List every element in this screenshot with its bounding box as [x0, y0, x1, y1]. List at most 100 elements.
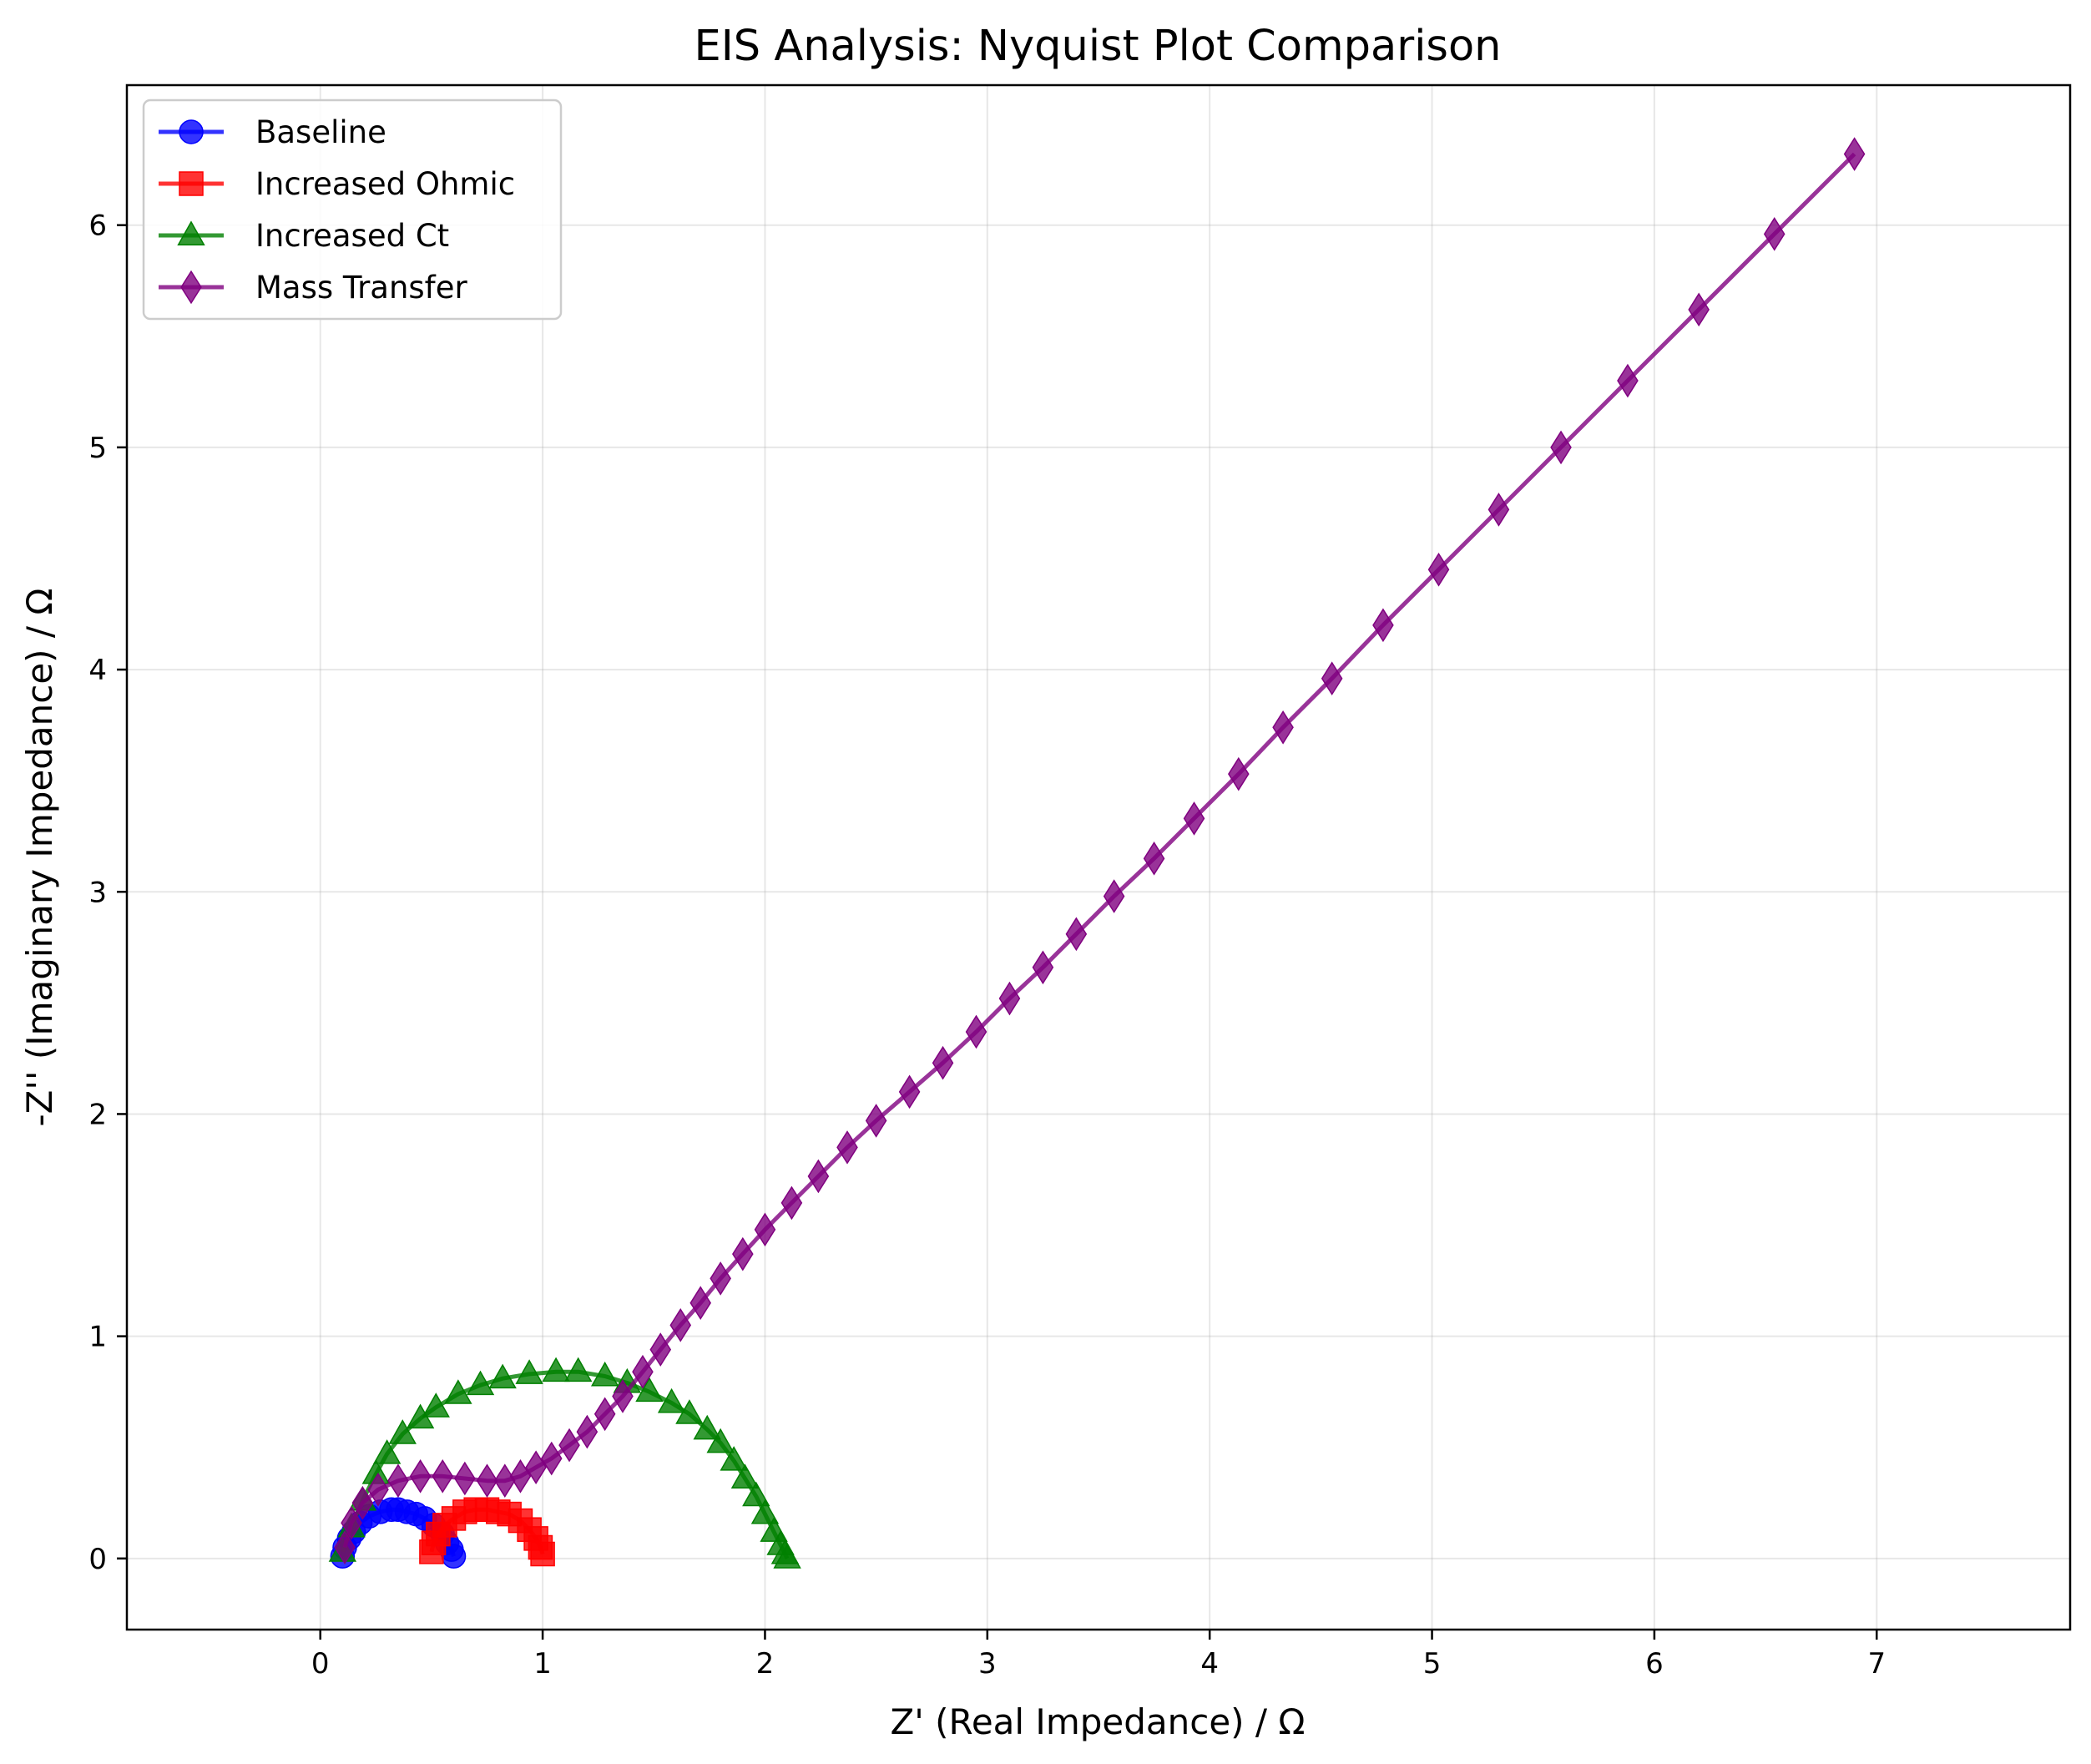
legend: Baseline Increased Ohmic Increased Ct Mass … — [142, 99, 563, 321]
legend-item-increased-ct: Increased Ct — [159, 218, 449, 254]
data-point-increased-ct — [657, 1387, 686, 1413]
data-point-mass-transfer — [669, 1308, 692, 1342]
data-point-mass-transfer — [1321, 661, 1343, 696]
data-point-mass-transfer — [1688, 292, 1710, 327]
data-point-mass-transfer — [387, 1463, 409, 1498]
data-point-mass-transfer — [525, 1450, 547, 1484]
y-axis-label: -Z'' (Imaginary Impedance) / Ω — [19, 588, 60, 1126]
data-point-mass-transfer — [865, 1104, 887, 1138]
data-point-mass-transfer — [1272, 710, 1294, 745]
y-tick-label: 6 — [88, 210, 107, 243]
data-point-mass-transfer — [898, 1074, 921, 1109]
chart-title: EIS Analysis: Nyquist Plot Comparison — [694, 22, 1501, 71]
data-point-mass-transfer — [351, 1485, 374, 1520]
legend-marker — [179, 119, 204, 144]
data-point-mass-transfer — [509, 1459, 532, 1494]
data-point-mass-transfer — [710, 1261, 731, 1296]
data-point-mass-transfer — [649, 1332, 672, 1367]
data-point-increased-ct — [466, 1370, 495, 1396]
x-tick-label: 5 — [1423, 1647, 1442, 1681]
data-point-mass-transfer — [1143, 842, 1165, 876]
plot-area — [127, 85, 2070, 1630]
data-point-mass-transfer — [732, 1236, 754, 1271]
data-point-mass-transfer — [1427, 552, 1450, 587]
legend-item-baseline: Baseline — [159, 114, 386, 150]
data-point-mass-transfer — [432, 1459, 454, 1494]
y-tick-label: 3 — [88, 876, 107, 909]
x-tick-label: 0 — [311, 1647, 330, 1681]
series-mass-transfer — [334, 137, 1866, 1564]
data-point-increased-ct — [750, 1499, 780, 1524]
plot-frame — [125, 83, 2072, 1631]
x-tick-label: 6 — [1645, 1647, 1664, 1681]
y-tick-label: 1 — [88, 1321, 107, 1354]
data-point-increased-ct — [742, 1481, 770, 1507]
legend-item-increased-ohmic: Increased Ohmic — [159, 166, 515, 202]
data-point-mass-transfer — [1228, 756, 1250, 791]
data-point-increased-ct — [773, 1544, 801, 1569]
data-point-increased-ct — [635, 1377, 664, 1403]
data-point-mass-transfer — [1843, 137, 1866, 171]
data-point-increased-ct — [422, 1392, 450, 1418]
data-point-mass-transfer — [1103, 879, 1125, 913]
data-point-mass-transfer — [807, 1159, 830, 1194]
legend-marker — [179, 171, 204, 196]
data-point-increased-ohmic — [530, 1541, 555, 1567]
legend-label: Baseline — [255, 114, 386, 150]
y-tick-label: 4 — [88, 654, 107, 687]
data-point-mass-transfer — [1065, 917, 1088, 952]
data-point-mass-transfer — [593, 1397, 616, 1432]
data-point-mass-transfer — [1032, 950, 1054, 985]
data-point-mass-transfer — [454, 1461, 476, 1496]
data-point-mass-transfer — [476, 1463, 498, 1498]
legend-label: Increased Ohmic — [255, 166, 515, 202]
data-point-increased-ct — [542, 1357, 570, 1382]
data-point-mass-transfer — [558, 1428, 580, 1463]
data-point-mass-transfer — [932, 1045, 954, 1080]
data-point-increased-ct — [720, 1446, 748, 1471]
data-point-mass-transfer — [409, 1459, 432, 1494]
data-point-mass-transfer — [754, 1212, 776, 1247]
data-point-mass-transfer — [1372, 608, 1394, 643]
data-point-increased-ct — [675, 1399, 704, 1424]
data-point-increased-ct — [515, 1359, 543, 1384]
data-point-mass-transfer — [1617, 363, 1639, 398]
data-point-mass-transfer — [367, 1472, 389, 1507]
data-point-mass-transfer — [1487, 493, 1510, 527]
data-point-increased-ct — [372, 1439, 402, 1464]
grid-lines — [127, 85, 2070, 1630]
x-tick-label: 1 — [533, 1647, 552, 1681]
data-point-increased-ct — [444, 1379, 472, 1404]
legend-item-mass-transfer: Mass Transfer — [159, 270, 467, 306]
y-tick-label: 2 — [88, 1098, 107, 1131]
data-point-mass-transfer — [540, 1441, 563, 1476]
data-point-mass-transfer — [334, 1530, 356, 1564]
x-tick-label: 2 — [756, 1647, 775, 1681]
x-tick-label: 7 — [1867, 1647, 1886, 1681]
x-tick-label: 4 — [1200, 1647, 1219, 1681]
data-point-mass-transfer — [341, 1505, 362, 1540]
legend-label: Mass Transfer — [255, 270, 467, 306]
data-point-mass-transfer — [965, 1014, 987, 1049]
data-point-mass-transfer — [998, 981, 1021, 1016]
series-increased-ohmic — [419, 1497, 555, 1567]
y-tick-label: 5 — [88, 432, 107, 465]
data-point-mass-transfer — [612, 1379, 634, 1413]
data-point-increased-ct — [488, 1363, 517, 1389]
data-point-mass-transfer — [836, 1130, 858, 1165]
data-point-increased-ct — [693, 1414, 721, 1440]
legend-marker — [180, 270, 202, 305]
data-point-increased-ct — [564, 1357, 593, 1382]
x-tick-label: 3 — [978, 1647, 997, 1681]
data-point-increased-ct — [388, 1419, 417, 1444]
legend-label: Increased Ct — [255, 218, 449, 254]
data-point-increased-ct — [730, 1463, 760, 1489]
data-point-mass-transfer — [632, 1354, 654, 1389]
y-tick-label: 0 — [88, 1543, 107, 1576]
x-axis-label: Z' (Real Impedance) / Ω — [890, 1701, 1305, 1742]
data-point-mass-transfer — [576, 1414, 599, 1449]
data-point-mass-transfer — [1550, 430, 1572, 465]
axis-ticks: 0 1 2 3 4 5 6 7 0 1 2 3 4 5 6 — [88, 210, 1886, 1681]
data-point-mass-transfer — [1183, 801, 1205, 836]
